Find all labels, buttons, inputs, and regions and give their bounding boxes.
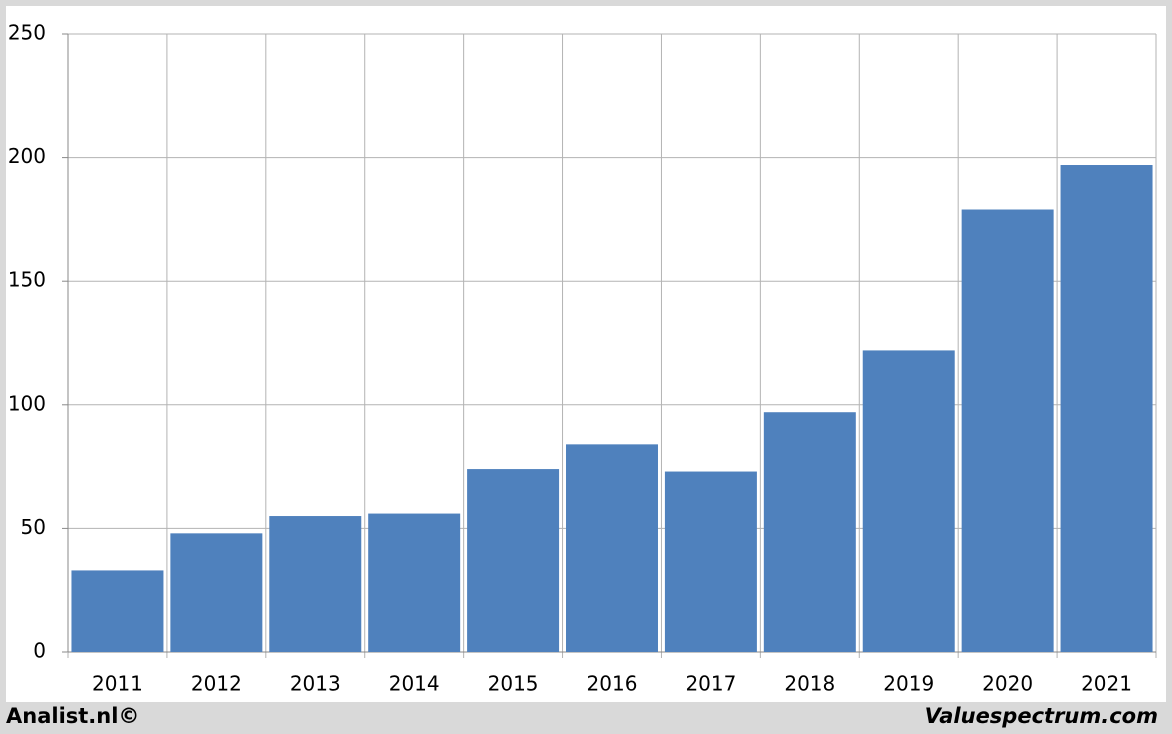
x-tick-label: 2021 xyxy=(1081,672,1132,696)
bar xyxy=(368,513,461,652)
bar xyxy=(862,350,955,652)
y-tick-label: 50 xyxy=(21,515,46,539)
bar xyxy=(664,471,757,652)
y-tick-label: 0 xyxy=(33,639,46,663)
bar xyxy=(467,469,560,652)
x-tick-label: 2019 xyxy=(883,672,934,696)
bar xyxy=(1060,165,1153,653)
bar xyxy=(763,412,856,652)
bar xyxy=(170,533,263,652)
x-tick-label: 2014 xyxy=(389,672,440,696)
x-tick-label: 2017 xyxy=(685,672,736,696)
x-tick-label: 2011 xyxy=(92,672,143,696)
y-tick-label: 250 xyxy=(8,21,46,45)
x-tick-label: 2018 xyxy=(784,672,835,696)
bar xyxy=(71,570,164,652)
x-tick-label: 2015 xyxy=(488,672,539,696)
y-tick-label: 100 xyxy=(8,391,46,415)
x-tick-label: 2016 xyxy=(587,672,638,696)
bar xyxy=(566,444,658,652)
bar xyxy=(961,209,1054,652)
x-tick-label: 2013 xyxy=(290,672,341,696)
footer-left: Analist.nl© xyxy=(6,704,139,728)
x-tick-label: 2020 xyxy=(982,672,1033,696)
footer-right: Valuespectrum.com xyxy=(925,704,1158,728)
bar xyxy=(269,516,362,652)
y-tick-label: 150 xyxy=(8,268,46,292)
x-tick-label: 2012 xyxy=(191,672,242,696)
y-tick-label: 200 xyxy=(8,144,46,168)
